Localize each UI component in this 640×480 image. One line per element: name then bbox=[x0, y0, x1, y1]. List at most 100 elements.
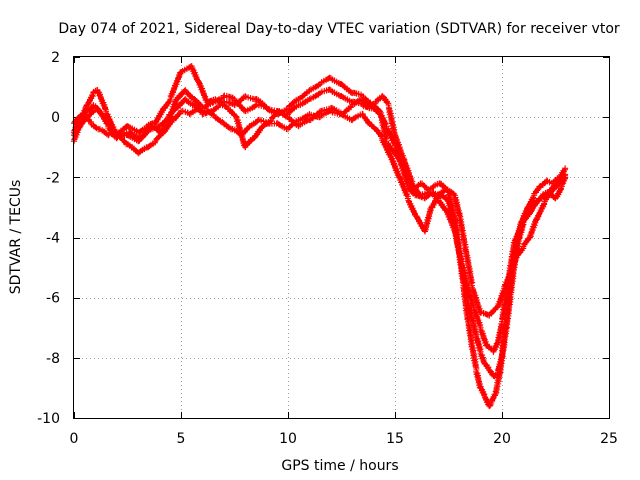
data-point bbox=[427, 189, 440, 201]
y-tick-label: 0 bbox=[51, 110, 60, 126]
x-tick-label: 20 bbox=[493, 431, 511, 447]
data-point bbox=[366, 121, 378, 132]
data-point bbox=[208, 103, 222, 115]
data-point bbox=[562, 171, 569, 178]
data-point bbox=[307, 82, 322, 93]
y-tick-label: 2 bbox=[51, 50, 60, 66]
data-point bbox=[242, 103, 258, 115]
data-point bbox=[462, 247, 476, 287]
data-point bbox=[286, 102, 302, 116]
data-point bbox=[538, 190, 551, 202]
x-tick-label: 0 bbox=[70, 431, 79, 447]
data-point bbox=[125, 123, 140, 135]
y-tick-label: -10 bbox=[37, 411, 60, 427]
data-point bbox=[246, 118, 261, 130]
data-point bbox=[486, 401, 494, 409]
data-point bbox=[512, 218, 527, 244]
data-point bbox=[157, 115, 170, 130]
data-point bbox=[217, 101, 230, 110]
data-point bbox=[153, 105, 167, 126]
data-point bbox=[307, 91, 322, 102]
x-tick-label: 10 bbox=[279, 431, 297, 447]
series-track-2 bbox=[71, 86, 569, 380]
data-point bbox=[456, 211, 469, 252]
data-point bbox=[71, 123, 83, 137]
data-point bbox=[552, 185, 564, 201]
data-point bbox=[521, 204, 535, 221]
data-point bbox=[221, 92, 236, 101]
data-point bbox=[307, 109, 323, 124]
data-point bbox=[105, 132, 112, 139]
y-tick-labels: 2 0 -2 -4 -6 -8 -10 bbox=[37, 50, 60, 427]
data-point bbox=[495, 320, 506, 346]
data-point bbox=[562, 165, 569, 172]
data-point bbox=[387, 154, 403, 180]
x-axis-label: GPS time / hours bbox=[281, 458, 398, 474]
data-point bbox=[451, 229, 465, 263]
y-axis-label: SDTVAR / TECUs bbox=[8, 180, 24, 295]
data-point bbox=[328, 104, 344, 116]
data-point bbox=[377, 111, 389, 128]
data-point bbox=[84, 103, 96, 115]
data-point bbox=[83, 92, 96, 108]
data-point bbox=[286, 96, 302, 110]
data-point bbox=[170, 109, 183, 124]
data-point bbox=[383, 125, 398, 147]
data-point bbox=[498, 325, 510, 360]
data-point bbox=[186, 111, 193, 118]
data-point bbox=[212, 115, 226, 126]
data-point bbox=[136, 133, 147, 142]
data-point bbox=[189, 64, 201, 84]
data-point bbox=[440, 192, 451, 204]
data-point bbox=[350, 89, 365, 98]
data-point bbox=[503, 293, 514, 331]
data-point bbox=[339, 82, 355, 96]
data-point bbox=[405, 197, 420, 220]
data-point bbox=[161, 117, 175, 135]
data-point bbox=[372, 126, 385, 140]
data-point bbox=[477, 385, 488, 399]
data-point bbox=[527, 217, 539, 240]
data-point bbox=[469, 284, 484, 316]
data-point bbox=[482, 361, 492, 372]
data-point bbox=[297, 97, 311, 109]
data-point bbox=[263, 105, 270, 112]
x-tick-label: 5 bbox=[177, 431, 186, 447]
data-point bbox=[125, 141, 141, 155]
data-point bbox=[370, 106, 382, 117]
data-point bbox=[419, 180, 430, 191]
data-point bbox=[349, 96, 363, 108]
data-point bbox=[505, 238, 519, 282]
data-point bbox=[297, 88, 313, 102]
data-point bbox=[195, 78, 210, 104]
x-tick-labels: 0 5 10 15 20 25 bbox=[70, 431, 618, 447]
y-tick-label: -8 bbox=[46, 351, 60, 367]
chart-title: Day 074 of 2021, Sidereal Day-to-day VTE… bbox=[58, 21, 620, 37]
data-point bbox=[530, 196, 543, 210]
data-point bbox=[101, 114, 116, 131]
data-point bbox=[379, 137, 394, 159]
data-point bbox=[297, 112, 311, 124]
data-point bbox=[499, 277, 512, 323]
data-point bbox=[339, 103, 354, 118]
data-point bbox=[231, 97, 248, 114]
data-point bbox=[200, 108, 213, 117]
data-point bbox=[444, 186, 457, 198]
plot-frame bbox=[73, 56, 610, 419]
data-point bbox=[398, 162, 411, 188]
data-points bbox=[71, 63, 569, 409]
data-point bbox=[533, 200, 548, 223]
data-point bbox=[366, 100, 379, 112]
data-point bbox=[468, 343, 480, 372]
data-point bbox=[464, 286, 477, 312]
data-point bbox=[385, 104, 398, 138]
data-point bbox=[167, 69, 184, 101]
data-point bbox=[401, 156, 416, 185]
data-point bbox=[94, 87, 109, 113]
data-point bbox=[251, 124, 265, 141]
data-point bbox=[221, 98, 236, 107]
data-point bbox=[318, 105, 333, 114]
data-point bbox=[396, 174, 411, 200]
data-point bbox=[435, 197, 449, 214]
